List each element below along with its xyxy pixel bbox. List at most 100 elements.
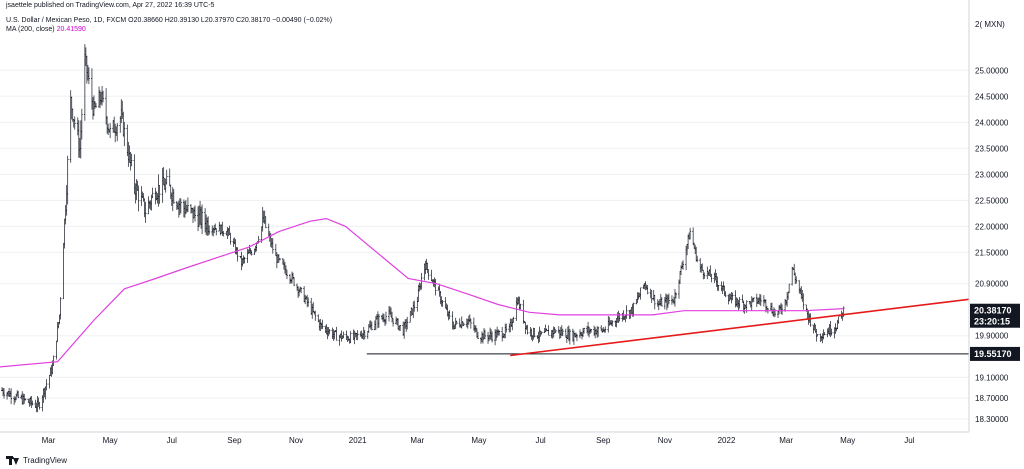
price-bar xyxy=(328,328,331,335)
price-bar xyxy=(293,276,296,287)
price-bar xyxy=(484,329,487,340)
price-bar xyxy=(476,331,479,340)
price-bar xyxy=(788,283,791,294)
price-bar xyxy=(491,331,494,343)
y-tick-label: 22.50000 xyxy=(975,196,1009,205)
price-bar xyxy=(703,272,706,279)
ma-legend[interactable]: MA (200, close) 20.41590 xyxy=(6,26,86,33)
ma-legend-label: MA (200, close) xyxy=(6,26,55,33)
price-bar xyxy=(17,390,20,399)
price-bar xyxy=(561,328,564,336)
price-bar xyxy=(73,116,76,130)
price-bar xyxy=(215,228,218,236)
price-bar xyxy=(724,291,727,298)
symbol-info-text[interactable]: U.S. Dollar / Mexican Peso, 1D, FXCM O20… xyxy=(6,17,333,24)
y-tick-label: 20.90000 xyxy=(975,280,1009,289)
price-bar xyxy=(24,398,27,401)
price-bar xyxy=(462,322,465,326)
x-tick-label: Jul xyxy=(904,436,914,445)
price-bar xyxy=(321,319,324,330)
price-bar xyxy=(307,297,310,307)
price-bar xyxy=(575,333,578,342)
price-bar xyxy=(406,316,409,330)
price-bar xyxy=(3,388,6,399)
published-by-text: jsaettele published on TradingView.com, … xyxy=(6,2,215,9)
price-bar xyxy=(80,108,83,140)
ma-line xyxy=(0,217,844,368)
price-bar xyxy=(781,304,784,315)
price-tag-background xyxy=(970,303,1020,328)
price-bar xyxy=(823,331,826,336)
price-bars-series xyxy=(1,44,845,413)
price-bar xyxy=(109,123,112,139)
current-price-tag: 20.38170 23:20:15 xyxy=(970,303,1020,328)
price-bar xyxy=(653,295,656,310)
y-tick-label: 19.90000 xyxy=(975,332,1009,341)
price-bar xyxy=(547,325,550,336)
price-bar xyxy=(519,303,522,310)
price-bar xyxy=(208,225,211,235)
price-bar xyxy=(554,329,557,333)
price-bar xyxy=(759,294,762,307)
x-tick-label: 2022 xyxy=(718,436,736,445)
price-bar xyxy=(151,187,154,199)
price-bar xyxy=(752,297,755,303)
y-tick-label: 24.00000 xyxy=(975,118,1009,127)
price-bar xyxy=(392,318,395,327)
price-bar xyxy=(738,297,741,309)
tradingview-brand-text: TradingView xyxy=(23,455,68,465)
price-bar xyxy=(59,297,62,320)
price-bar xyxy=(271,238,274,254)
price-bar xyxy=(399,325,402,332)
x-tick-label: Mar xyxy=(410,436,424,445)
price-bar xyxy=(38,401,41,410)
price-bar xyxy=(533,328,536,338)
price-bar xyxy=(455,320,458,325)
price-bar xyxy=(434,278,437,296)
price-bar xyxy=(31,400,34,406)
grid xyxy=(0,69,969,420)
price-bar xyxy=(194,205,197,222)
trendline[interactable] xyxy=(510,298,970,357)
price-bar xyxy=(611,320,614,327)
support-tag-label: 19.55170 xyxy=(974,349,1012,359)
price-bar xyxy=(639,287,642,300)
x-tick-label: Nov xyxy=(289,436,303,445)
price-bar xyxy=(52,355,55,366)
price-tag-label: 20.38170 xyxy=(974,306,1012,316)
price-bar xyxy=(441,299,444,307)
price-bar xyxy=(94,102,97,108)
price-bar xyxy=(427,269,430,280)
price-bar xyxy=(116,122,119,142)
price-bar xyxy=(10,388,13,405)
plot-area[interactable] xyxy=(0,0,970,432)
y-tick-label: 18.70000 xyxy=(975,394,1009,403)
y-axis[interactable]: 2( MXN) 18.30000 18.70000 19.10000 19.90000… xyxy=(968,0,1020,432)
price-bar xyxy=(363,329,366,340)
x-tick-label: Mar xyxy=(42,436,56,445)
price-bar xyxy=(498,330,501,336)
y-tick-label: 18.30000 xyxy=(975,415,1009,424)
price-bar xyxy=(568,328,571,345)
plot-background xyxy=(0,0,969,432)
x-axis[interactable]: Mar May Jul Sep Nov 2021 Mar May Jul Sep Nov 2022 Ma… xyxy=(0,431,969,445)
price-bar xyxy=(590,328,593,333)
y-tick-label: 23.00000 xyxy=(975,170,1009,179)
y-axis-partial-top-label: 2( MXN) xyxy=(975,20,1005,29)
tradingview-footer[interactable]: TradingView xyxy=(6,453,67,467)
x-tick-label: Nov xyxy=(658,436,672,445)
price-bar xyxy=(158,185,161,204)
price-bar xyxy=(795,276,798,284)
price-bar xyxy=(710,273,713,283)
x-tick-label: Jul xyxy=(535,436,545,445)
price-bar xyxy=(604,326,607,333)
x-tick-label: 2021 xyxy=(349,436,367,445)
price-bar xyxy=(222,230,225,237)
price-bar xyxy=(717,284,720,291)
price-bar xyxy=(342,331,345,339)
price-bar xyxy=(830,328,833,336)
y-tick-label: 23.50000 xyxy=(975,144,1009,153)
x-tick-label: Jul xyxy=(167,436,177,445)
price-bar xyxy=(505,323,508,333)
